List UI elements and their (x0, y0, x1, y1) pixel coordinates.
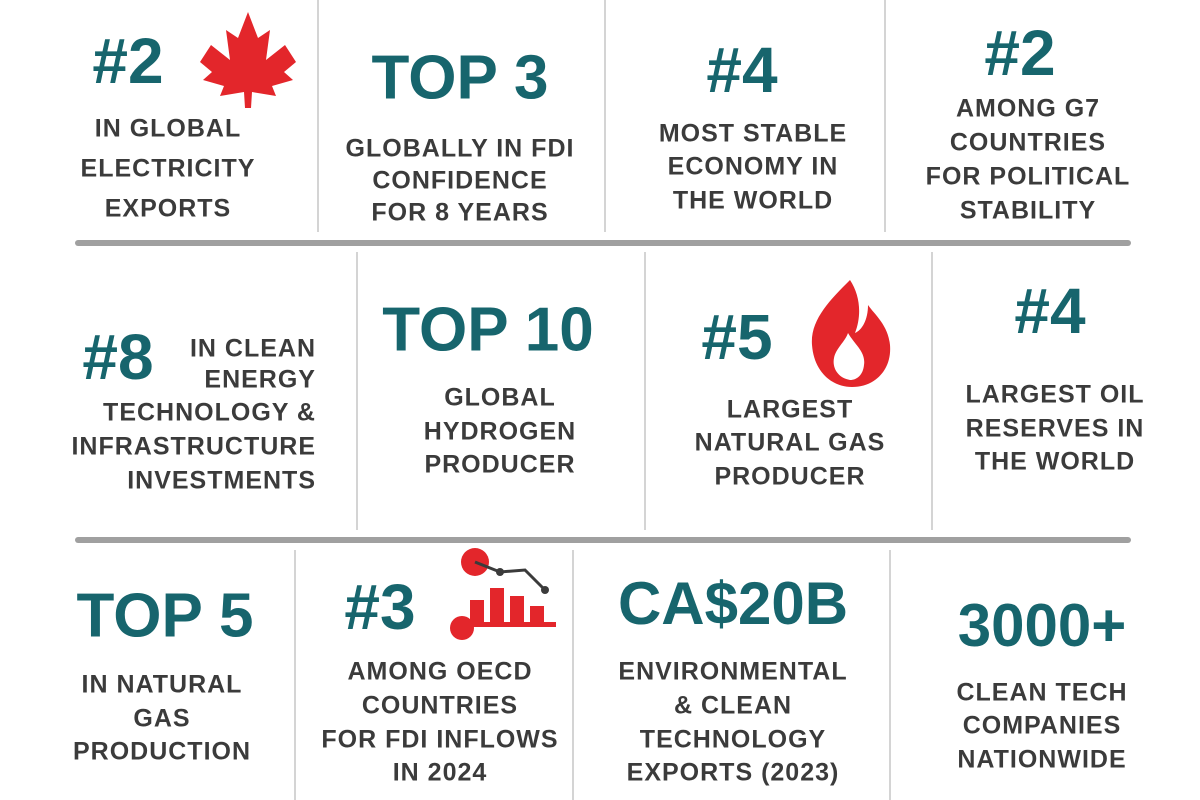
stat-description: STABILITY (960, 197, 1096, 225)
stat-description: EXPORTS (105, 195, 231, 223)
stat-description: PRODUCTION (73, 738, 251, 766)
stat-description: NATURAL GAS (695, 429, 886, 457)
flame-icon (811, 280, 891, 387)
stat-description: NATIONWIDE (957, 746, 1126, 774)
stat-description: INFRASTRUCTURE (71, 433, 316, 461)
stat-description: TECHNOLOGY (640, 726, 826, 754)
stat-description: ENVIRONMENTAL (618, 658, 847, 686)
stat-description: LARGEST OIL (965, 381, 1144, 409)
stat-description: IN 2024 (393, 759, 488, 787)
stat-description: EXPORTS (2023) (627, 759, 840, 787)
stat-description: COUNTRIES (950, 129, 1106, 157)
stat-description: ENERGY (204, 366, 316, 394)
stat-description: & CLEAN (674, 692, 792, 720)
stat-description: GLOBAL (444, 384, 556, 412)
stat-description: ELECTRICITY (81, 155, 256, 183)
stat-headline: #2 (984, 17, 1055, 89)
stat-description: INVESTMENTS (127, 467, 316, 495)
stat-description: TECHNOLOGY & (103, 399, 316, 427)
stat-description: MOST STABLE (659, 120, 847, 148)
stat-description: FOR POLITICAL (926, 163, 1131, 191)
stat-description: AMONG OECD (348, 658, 533, 686)
stat-headline: #8 (82, 321, 153, 393)
stat-headline: #4 (1014, 275, 1086, 347)
stat-headline: #4 (706, 34, 778, 106)
maple-leaf-icon (200, 12, 296, 108)
stat-description: PRODUCER (424, 451, 575, 479)
stat-description: RESERVES IN (966, 415, 1145, 443)
stat-headline: 3000+ (958, 592, 1127, 659)
stat-description: COMPANIES (963, 712, 1122, 740)
stat-description: GAS (133, 705, 190, 733)
stat-description: IN NATURAL (82, 671, 243, 699)
stat-description: HYDROGEN (424, 418, 576, 446)
stat-description: THE WORLD (975, 448, 1135, 476)
stat-description: COUNTRIES (362, 692, 518, 720)
stat-headline: #5 (701, 301, 772, 373)
stat-description: CONFIDENCE (372, 167, 547, 195)
stat-description: FOR 8 YEARS (371, 199, 548, 227)
stat-description: THE WORLD (673, 187, 833, 215)
stat-description: GLOBALLY IN FDI (346, 135, 575, 163)
stat-headline: #2 (92, 25, 163, 97)
stat-description: IN GLOBAL (95, 115, 242, 143)
stat-description: AMONG G7 (956, 95, 1100, 123)
stat-description: IN CLEAN (190, 335, 316, 363)
finance-chart-icon (450, 548, 556, 640)
stat-headline: TOP 5 (77, 581, 254, 650)
stat-description: PRODUCER (714, 463, 865, 491)
dividers (75, 0, 1131, 800)
stat-description: CLEAN TECH (956, 679, 1127, 707)
stat-headline: #3 (344, 571, 415, 643)
stat-description: ECONOMY IN (668, 153, 839, 181)
stat-description: FOR FDI INFLOWS (321, 726, 558, 754)
stat-headline: TOP 10 (382, 295, 593, 364)
stat-headline: TOP 3 (372, 43, 549, 112)
stat-headline: CA$20B (618, 570, 848, 637)
stat-description: LARGEST (727, 396, 853, 424)
